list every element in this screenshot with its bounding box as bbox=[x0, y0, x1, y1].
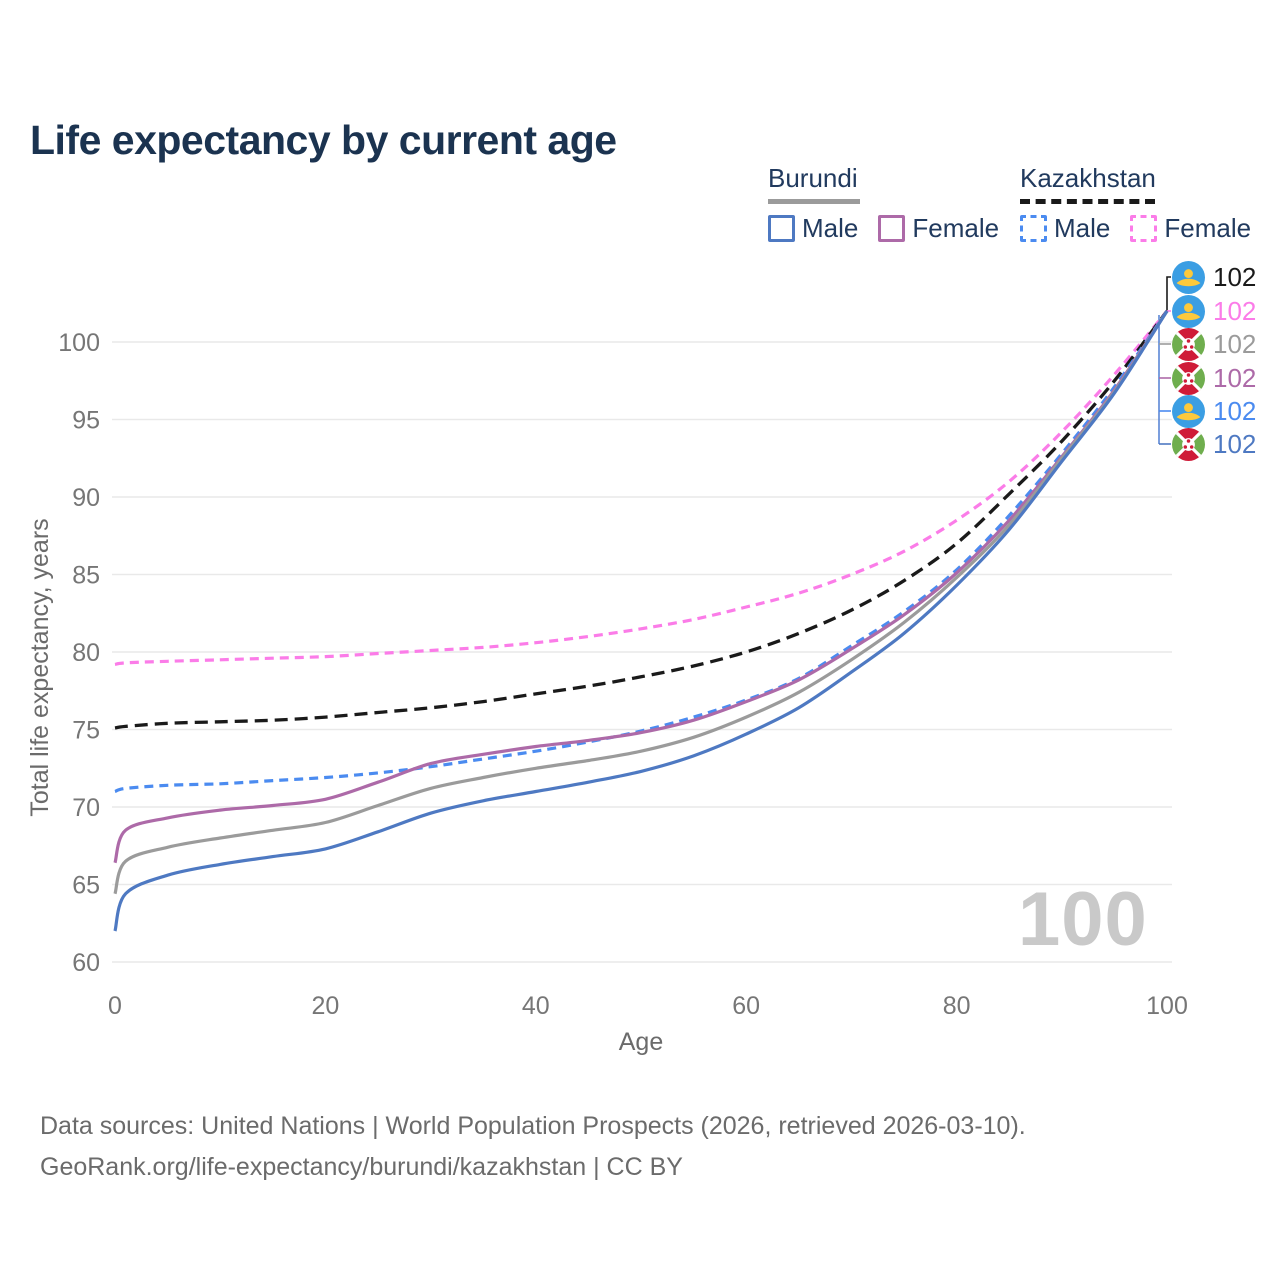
burundi-flag-icon bbox=[1172, 327, 1205, 361]
legend-linestyle-swatch-burundi bbox=[768, 199, 860, 204]
legend-item-kazakhstan-male[interactable]: Male bbox=[1020, 213, 1110, 244]
footer-data-sources: Data sources: United Nations | World Pop… bbox=[40, 1112, 1026, 1140]
legend-group-kazakhstan: Kazakhstan Male Female bbox=[1020, 163, 1271, 244]
end-value-label-kazakhstan-male: 102 bbox=[1172, 394, 1257, 428]
series-line-kazakhstan-male bbox=[114, 310, 1169, 794]
end-value-label-burundi-both-sexes: 102 bbox=[1172, 327, 1257, 361]
legend-label-burundi-female: Female bbox=[912, 213, 1000, 243]
series-line-burundi-female bbox=[113, 310, 1169, 864]
legend-item-burundi-female[interactable]: Female bbox=[878, 213, 999, 244]
y-tick-label: 90 bbox=[72, 484, 100, 512]
x-axis-label: Age bbox=[619, 1028, 663, 1056]
y-axis-label: Total life expectancy, years bbox=[26, 518, 54, 816]
series-line-burundi-male bbox=[113, 310, 1169, 932]
end-value: 102 bbox=[1213, 328, 1257, 359]
end-value: 102 bbox=[1213, 362, 1257, 393]
end-value-label-kazakhstan-both-sexes: 102 bbox=[1172, 260, 1257, 294]
kazakhstan-flag-icon bbox=[1172, 394, 1205, 428]
y-tick-label: 70 bbox=[72, 794, 100, 822]
y-tick-label: 75 bbox=[72, 717, 100, 745]
kazakhstan-flag-icon bbox=[1172, 294, 1205, 328]
legend-swatch-kazakhstan-female bbox=[1130, 215, 1158, 242]
y-tick-label: 100 bbox=[58, 329, 100, 357]
legend-country-kazakhstan: Kazakhstan bbox=[1020, 163, 1156, 193]
footer: Data sources: United Nations | World Pop… bbox=[40, 1106, 1026, 1188]
series-line-kazakhstan-both bbox=[114, 310, 1169, 730]
legend-linestyle-swatch-kazakhstan bbox=[1020, 199, 1155, 204]
legend-label-kazakhstan-male: Male bbox=[1054, 213, 1111, 243]
legend-swatch-burundi-male bbox=[768, 215, 795, 242]
legend-country-burundi: Burundi bbox=[768, 163, 858, 193]
y-tick-label: 95 bbox=[72, 407, 100, 435]
x-tick-label: 60 bbox=[732, 992, 760, 1020]
series-line-kazakhstan-female bbox=[114, 309, 1169, 666]
page-title: Life expectancy by current age bbox=[30, 117, 617, 164]
legend-swatch-burundi-female bbox=[878, 215, 906, 242]
legend-label-burundi-male: Male bbox=[802, 213, 859, 243]
x-tick-label: 20 bbox=[311, 992, 339, 1020]
legend-label-kazakhstan-female: Female bbox=[1164, 213, 1252, 243]
end-value: 102 bbox=[1213, 261, 1257, 292]
series-line-burundi-both bbox=[113, 310, 1169, 895]
footer-source-url: GeoRank.org/life-expectancy/burundi/kaza… bbox=[40, 1153, 683, 1181]
legend-item-kazakhstan-female[interactable]: Female bbox=[1130, 213, 1251, 244]
y-tick-label: 85 bbox=[72, 562, 100, 590]
x-tick-label: 40 bbox=[522, 992, 550, 1020]
legend-swatch-kazakhstan-male bbox=[1020, 215, 1047, 242]
legend-group-burundi: Burundi Male Female bbox=[768, 163, 1019, 244]
end-value: 102 bbox=[1213, 428, 1257, 459]
end-value: 102 bbox=[1213, 395, 1257, 426]
x-tick-label: 100 bbox=[1146, 992, 1188, 1020]
end-value-label-kazakhstan-female: 102 bbox=[1172, 294, 1257, 328]
y-tick-label: 65 bbox=[72, 872, 100, 900]
kazakhstan-flag-icon bbox=[1172, 260, 1205, 294]
x-tick-label: 80 bbox=[943, 992, 971, 1020]
end-value-label-burundi-male: 102 bbox=[1172, 427, 1257, 461]
end-value-label-burundi-female: 102 bbox=[1172, 361, 1257, 395]
burundi-flag-icon bbox=[1172, 361, 1205, 395]
legend-item-burundi-male[interactable]: Male bbox=[768, 213, 858, 244]
y-tick-label: 60 bbox=[72, 949, 100, 977]
end-value: 102 bbox=[1213, 295, 1257, 326]
age-counter-watermark: 100 bbox=[1018, 877, 1148, 962]
burundi-flag-icon bbox=[1172, 427, 1205, 461]
x-tick-label: 0 bbox=[108, 992, 122, 1020]
y-tick-label: 80 bbox=[72, 639, 100, 667]
end-label-connector bbox=[1166, 276, 1171, 311]
